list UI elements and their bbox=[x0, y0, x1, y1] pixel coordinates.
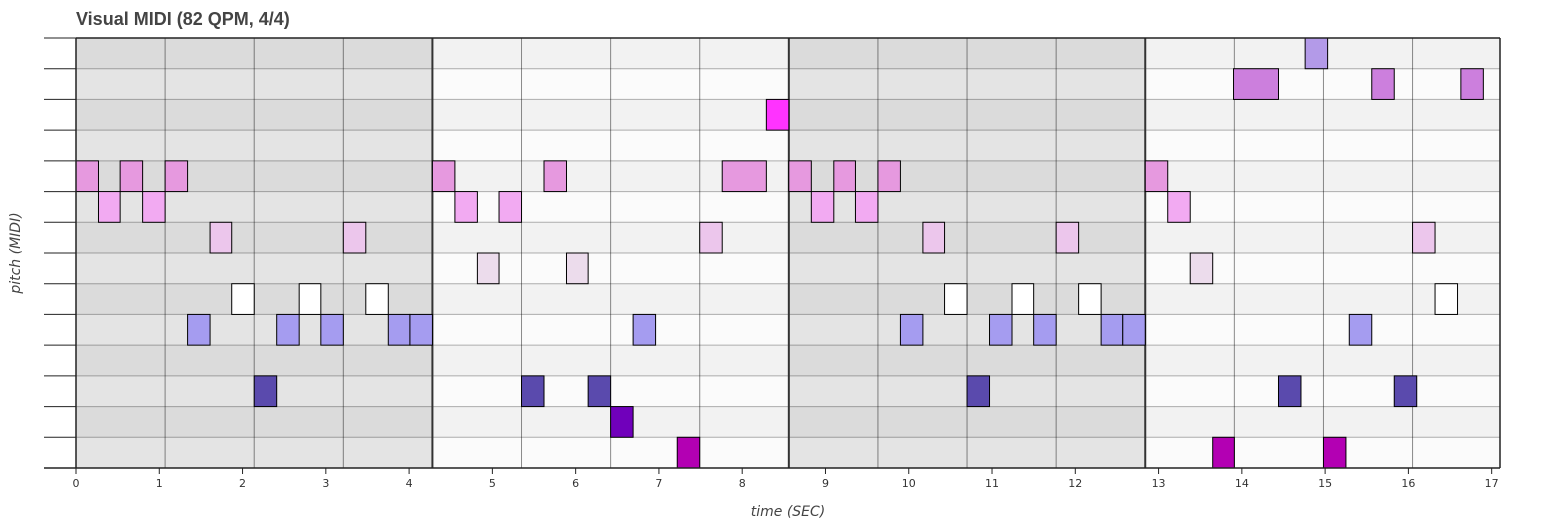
x-tick-label: 2 bbox=[239, 477, 246, 490]
note-rect bbox=[1412, 221, 1436, 254]
note-rect bbox=[253, 375, 278, 408]
note-rect bbox=[1011, 283, 1035, 315]
note-rect bbox=[119, 160, 144, 193]
note-rect bbox=[476, 252, 500, 285]
x-tick-label: 9 bbox=[822, 477, 829, 490]
note-rect bbox=[699, 221, 723, 254]
note-rect bbox=[565, 252, 589, 285]
x-tick-label: 10 bbox=[902, 477, 916, 490]
note-rect bbox=[276, 313, 300, 346]
x-axis-ticks: 0 1 2 3 4 5 6 7 8 9 10 11 12 13 14 15 16 17 bbox=[73, 468, 1499, 490]
note-rect bbox=[989, 313, 1013, 346]
note-rect bbox=[365, 283, 389, 315]
x-tick-label: 13 bbox=[1152, 477, 1166, 490]
note-rect bbox=[521, 375, 545, 408]
note-rect bbox=[298, 283, 322, 315]
x-tick-label: 0 bbox=[73, 477, 80, 490]
note-rect bbox=[1393, 375, 1418, 408]
note-rect bbox=[1212, 436, 1235, 469]
note-rect bbox=[632, 313, 657, 346]
x-tick-label: 7 bbox=[655, 477, 662, 490]
note-rect bbox=[1460, 68, 1484, 100]
note-rect bbox=[231, 283, 255, 315]
note-layer bbox=[75, 37, 1484, 469]
note-rect bbox=[833, 160, 856, 193]
note-rect bbox=[765, 98, 790, 131]
note-rect bbox=[1322, 436, 1347, 469]
note-rect bbox=[922, 221, 946, 254]
note-rect bbox=[788, 160, 812, 193]
note-rect bbox=[97, 191, 121, 223]
note-rect bbox=[1233, 68, 1279, 100]
note-rect bbox=[75, 160, 99, 193]
note-rect bbox=[1167, 191, 1191, 223]
note-rect bbox=[1144, 160, 1169, 193]
note-rect bbox=[899, 313, 924, 346]
note-rect bbox=[1078, 283, 1102, 315]
x-tick-label: 6 bbox=[572, 477, 579, 490]
axes bbox=[44, 37, 1501, 469]
note-rect bbox=[454, 191, 478, 223]
note-rect bbox=[1371, 68, 1395, 100]
x-tick-label: 5 bbox=[489, 477, 496, 490]
note-rect bbox=[944, 283, 968, 315]
x-tick-label: 17 bbox=[1485, 477, 1499, 490]
note-rect bbox=[587, 375, 612, 408]
note-rect bbox=[409, 313, 433, 346]
note-rect bbox=[1348, 313, 1373, 346]
x-tick-label: 4 bbox=[406, 477, 413, 490]
note-rect bbox=[1277, 375, 1302, 408]
note-rect bbox=[498, 191, 523, 223]
x-tick-label: 15 bbox=[1318, 477, 1332, 490]
x-tick-label: 1 bbox=[156, 477, 163, 490]
y-axis-ticks bbox=[44, 37, 76, 469]
note-rect bbox=[320, 313, 344, 346]
note-rect bbox=[810, 191, 835, 223]
note-rect bbox=[543, 160, 567, 193]
note-rect bbox=[187, 313, 211, 346]
note-rect bbox=[1434, 283, 1459, 315]
chart-title: Visual MIDI (82 QPM, 4/4) bbox=[76, 9, 290, 29]
note-rect bbox=[1033, 313, 1057, 346]
note-rect bbox=[610, 406, 634, 438]
x-tick-label: 3 bbox=[322, 477, 329, 490]
note-rect bbox=[431, 160, 456, 193]
x-tick-label: 16 bbox=[1401, 477, 1415, 490]
note-rect bbox=[676, 436, 701, 469]
x-tick-label: 11 bbox=[985, 477, 999, 490]
note-rect bbox=[877, 160, 901, 193]
note-rect bbox=[1055, 221, 1080, 254]
note-rect bbox=[854, 191, 879, 223]
note-rect bbox=[1189, 252, 1214, 285]
note-rect bbox=[721, 160, 767, 193]
x-axis-label: time (SEC) bbox=[751, 504, 826, 520]
note-rect bbox=[1100, 313, 1124, 346]
x-tick-label: 8 bbox=[739, 477, 746, 490]
note-rect bbox=[966, 375, 991, 408]
note-rect bbox=[1304, 37, 1329, 70]
note-rect bbox=[142, 191, 166, 223]
x-tick-label: 14 bbox=[1235, 477, 1249, 490]
note-rect bbox=[342, 221, 367, 254]
x-tick-label: 12 bbox=[1068, 477, 1082, 490]
note-rect bbox=[164, 160, 189, 193]
y-axis-label: pitch (MIDI) bbox=[8, 212, 24, 294]
note-rect bbox=[209, 221, 233, 254]
note-rect bbox=[1122, 313, 1146, 346]
note-rect bbox=[387, 313, 411, 346]
